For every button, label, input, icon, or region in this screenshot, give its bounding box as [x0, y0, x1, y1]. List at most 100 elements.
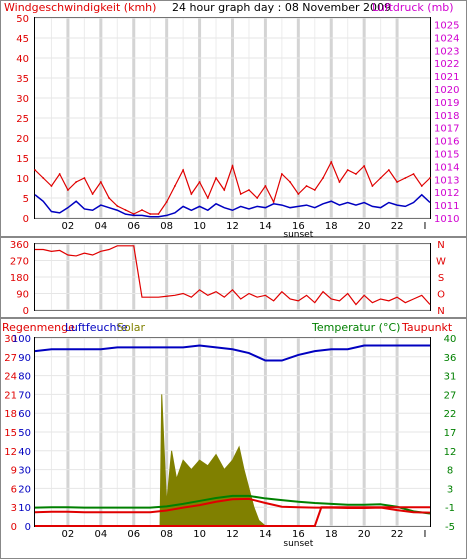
rain-tick-label: 9: [11, 466, 17, 477]
y-right-tick-label: 1025: [434, 20, 459, 31]
y-right-tick-label: 1022: [434, 59, 459, 70]
x-tick-label: 10: [193, 529, 206, 540]
legend-temperatur: Temperatur (°C): [311, 321, 400, 334]
y-tick-label: 15: [16, 154, 29, 165]
wind-direction-line: [35, 245, 431, 306]
wind-speed-point: [355, 173, 357, 175]
temperature-tick-label: 3: [447, 484, 453, 495]
wind-speed-point: [346, 169, 349, 171]
axis-layer: 02 04 06 08 10 12 14 16 18 20 22 I02 04 06 08 10 12 14 16 1…: [4, 14, 459, 549]
x-tick-label: 12: [226, 221, 239, 232]
wind-speed-point: [116, 205, 119, 207]
y-right-tick-label: 1012: [434, 188, 459, 199]
temperature-tick-label: 31: [444, 372, 457, 383]
temperature-tick-label: -5: [445, 522, 455, 533]
wind-speed-point: [289, 181, 292, 183]
y-tick-label: 20: [16, 134, 29, 145]
data-layer: [34, 160, 431, 527]
temperature-tick-label: 22: [444, 409, 457, 420]
grid-layer: [35, 17, 430, 527]
x-tick-label: 16: [292, 529, 305, 540]
wind-speed-point: [330, 161, 333, 163]
wind-speed-point: [404, 177, 407, 179]
wind-speed-point: [173, 185, 176, 187]
x-tick-label: 16: [292, 221, 305, 232]
y-tick-label: 360: [10, 240, 29, 251]
x-tick-label: 18: [325, 529, 338, 540]
rain-tick-label: 30: [4, 334, 17, 345]
rain-tick-label: 18: [4, 409, 17, 420]
temperature-tick-label: 12: [444, 447, 457, 458]
temperature-tick-label: 17: [444, 428, 457, 439]
solar-area: [159, 394, 267, 527]
direction-label: O: [437, 290, 445, 301]
rain-tick-label: 0: [11, 522, 17, 533]
sunset-label: sunset: [283, 230, 313, 240]
x-tick-label: 08: [160, 221, 173, 232]
x-tick-label: 20: [358, 221, 371, 232]
y-tick-label: 35: [16, 74, 29, 85]
y-right-tick-label: 1014: [434, 162, 459, 173]
wind-speed-point: [75, 181, 78, 183]
y-tick-label: 45: [16, 34, 29, 45]
wind-speed-point: [67, 189, 69, 191]
temperature-tick-label: 8: [447, 466, 453, 477]
x-tick-label: 14: [259, 221, 272, 232]
y-right-tick-label: 1015: [434, 149, 459, 160]
wind-speed-point: [165, 201, 168, 203]
x-tick-label: 02: [62, 529, 75, 540]
wind-speed-point: [42, 177, 45, 179]
wind-speed-point: [190, 193, 193, 195]
y-right-tick-label: 1020: [434, 85, 459, 96]
y-right-tick-label: 1018: [434, 111, 459, 122]
x-tick-label: 22: [391, 221, 404, 232]
humidity-tick-label: 30: [18, 466, 31, 477]
wind-speed-point: [198, 181, 201, 183]
wind-speed-point: [223, 189, 226, 191]
x-tick-label: 04: [94, 221, 107, 232]
pressure-axis-label: Luftdruck (mb): [372, 1, 454, 14]
y-right-tick-label: 1021: [434, 72, 459, 83]
humidity-tick-label: 0: [25, 522, 31, 533]
y-tick-label: 30: [16, 94, 29, 105]
wind-speed-point: [396, 181, 398, 183]
legend-luftfeuchte: Luftfeuchte: [65, 321, 128, 334]
wind-speed-point: [108, 197, 110, 199]
rain-tick-label: 21: [4, 390, 17, 401]
humidity-tick-label: 10: [18, 503, 31, 514]
wind-speed-point: [363, 165, 366, 167]
direction-label: S: [438, 273, 444, 284]
wind-speed-point: [322, 177, 324, 179]
wind-speed-point: [264, 185, 267, 187]
y-right-tick-label: 1010: [434, 214, 459, 225]
humidity-tick-label: 100: [12, 334, 31, 345]
humidity-tick-label: 70: [18, 390, 31, 401]
x-tick-label: 20: [358, 529, 371, 540]
wind-speed-point: [50, 185, 53, 187]
wind-speed-point: [182, 169, 185, 171]
humidity-tick-label: 60: [18, 409, 31, 420]
wind-speed-point: [387, 169, 390, 171]
legend-solar: Solar: [117, 321, 146, 334]
x-tick-label: 14: [259, 529, 272, 540]
wind-speed-point: [99, 181, 102, 183]
direction-label: W: [436, 257, 446, 268]
humidity-tick-label: 40: [18, 447, 31, 458]
humidity-tick-label: 90: [18, 353, 31, 364]
x-tick-label: 22: [391, 529, 404, 540]
y-tick-label: 40: [16, 54, 29, 65]
x-tick-label: 12: [226, 529, 239, 540]
wind-speed-point: [256, 197, 259, 199]
x-end-label: I: [424, 221, 427, 232]
temperature-tick-label: 36: [444, 353, 457, 364]
rain-tick-label: 12: [4, 447, 17, 458]
wind-speed-point: [239, 193, 242, 195]
wind-axis-label: Windgeschwindigkeit (kmh): [4, 1, 156, 14]
y-right-tick-label: 1024: [434, 33, 459, 44]
humidity-tick-label: 80: [18, 372, 31, 383]
y-tick-label: 50: [16, 14, 29, 25]
sunset-label: sunset: [283, 539, 313, 549]
humidity-line: [34, 344, 430, 362]
